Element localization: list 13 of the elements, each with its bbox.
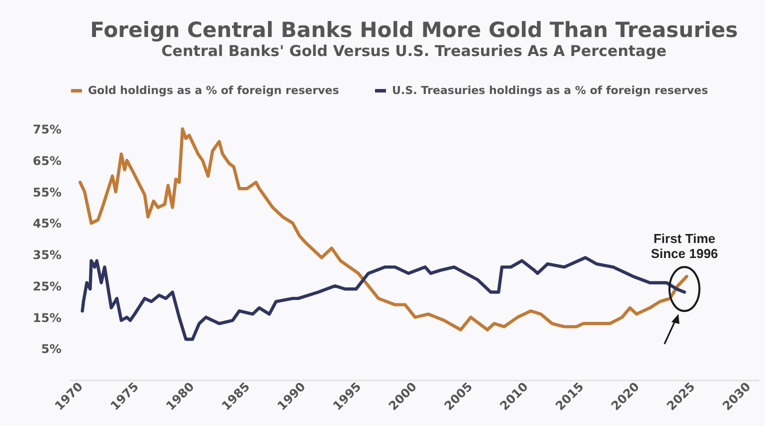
y-tick-label: 25% <box>32 279 62 294</box>
y-tick-label: 65% <box>32 154 62 168</box>
legend-label: U.S. Treasuries holdings as a % of foreign reserves <box>392 84 708 97</box>
y-tick-label: 5% <box>41 342 62 356</box>
y-tick-label: 15% <box>32 310 62 325</box>
y-tick-label: 45% <box>32 216 62 231</box>
annotation: First Time Since 1996 <box>650 231 720 261</box>
y-tick-label: 55% <box>32 185 62 200</box>
chart-title: Foreign Central Banks Hold More Gold Than Treasuries <box>90 18 738 42</box>
chart-subtitle: Central Banks' Gold Versus U.S. Treasuries As A Percentage <box>161 42 667 60</box>
y-tick-label: 35% <box>32 248 62 262</box>
y-tick-label: 75% <box>32 122 62 136</box>
legend-label: Gold holdings as a % of foreign reserves <box>88 84 340 97</box>
